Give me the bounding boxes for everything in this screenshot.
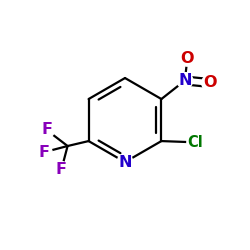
Text: O: O bbox=[203, 76, 216, 90]
Text: N: N bbox=[118, 154, 132, 170]
Circle shape bbox=[177, 72, 193, 88]
Circle shape bbox=[117, 154, 133, 170]
Circle shape bbox=[54, 162, 69, 178]
Text: F: F bbox=[41, 122, 52, 138]
Text: Cl: Cl bbox=[187, 135, 203, 150]
Text: F: F bbox=[56, 162, 67, 177]
Circle shape bbox=[36, 144, 52, 160]
Circle shape bbox=[202, 75, 218, 91]
Circle shape bbox=[39, 122, 54, 138]
Text: F: F bbox=[38, 145, 50, 160]
Circle shape bbox=[180, 50, 195, 66]
Text: O: O bbox=[180, 51, 194, 66]
Text: N: N bbox=[178, 73, 192, 88]
Circle shape bbox=[187, 134, 203, 150]
